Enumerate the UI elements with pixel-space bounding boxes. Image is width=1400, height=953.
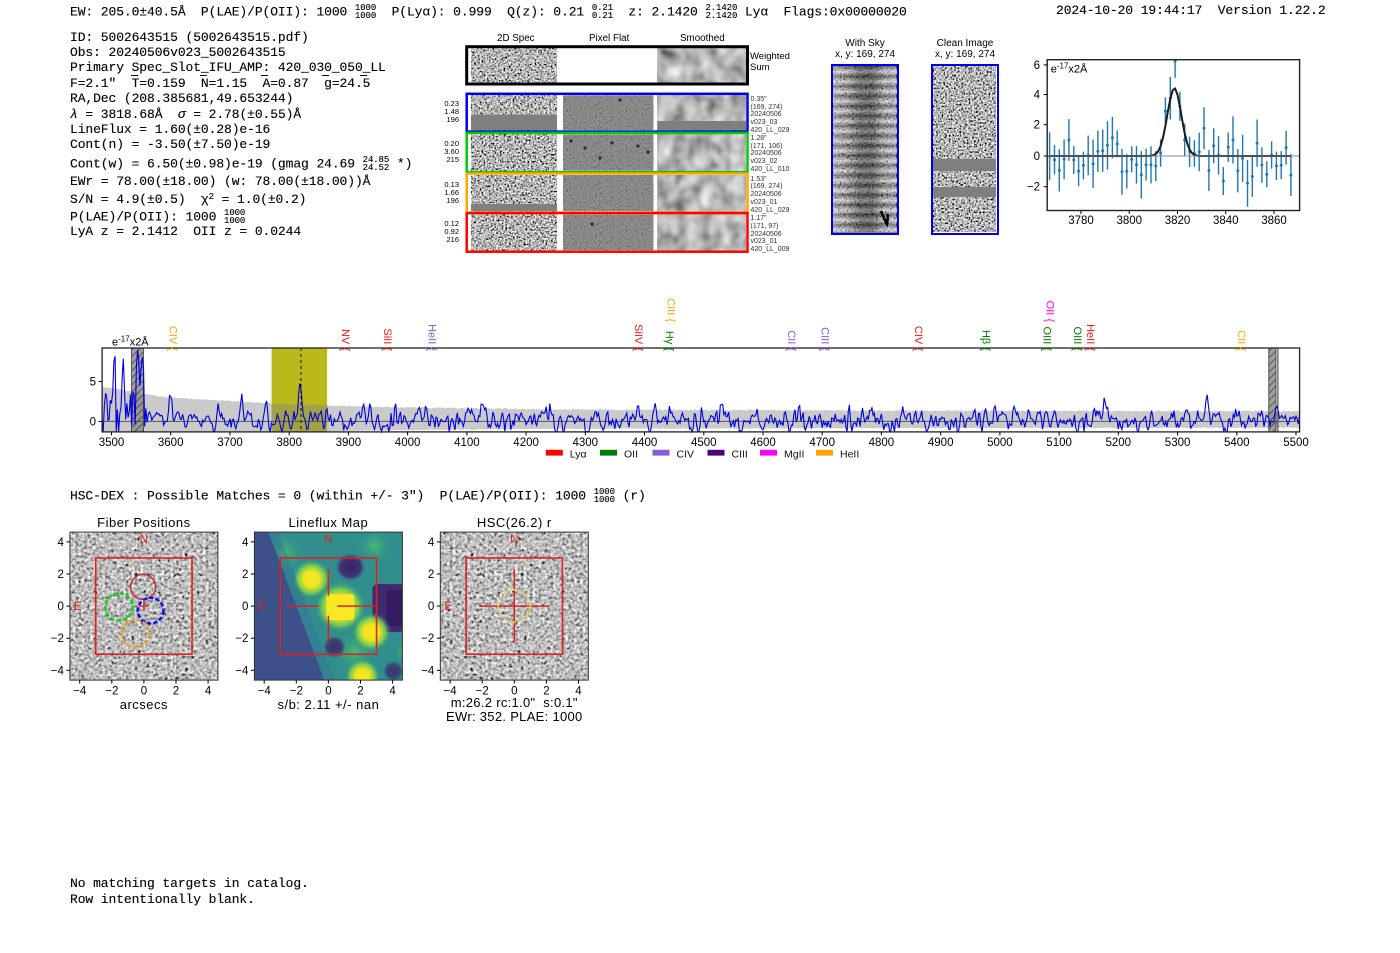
svg-text:0: 0 bbox=[57, 601, 63, 613]
svg-text:HeII {: HeII { bbox=[1084, 324, 1096, 351]
svg-text:4400: 4400 bbox=[632, 437, 658, 449]
svg-text:−4: −4 bbox=[444, 686, 458, 698]
svg-text:OIII {: OIII { bbox=[1071, 327, 1083, 352]
svg-text:HeII {: HeII { bbox=[426, 324, 438, 351]
svg-text:5500: 5500 bbox=[1283, 437, 1309, 449]
svg-text:5400: 5400 bbox=[1224, 437, 1250, 449]
svg-text:−4: −4 bbox=[235, 665, 249, 677]
svg-text:0: 0 bbox=[90, 416, 96, 428]
svg-text:HeII: HeII bbox=[840, 449, 859, 461]
svg-text:3840: 3840 bbox=[1213, 215, 1239, 227]
svg-text:0: 0 bbox=[511, 686, 517, 698]
svg-text:−2: −2 bbox=[1027, 182, 1040, 194]
svg-text:3820: 3820 bbox=[1165, 215, 1191, 227]
svg-text:MgII: MgII bbox=[784, 449, 804, 461]
svg-text:4000: 4000 bbox=[395, 437, 421, 449]
svg-text:3800: 3800 bbox=[276, 437, 302, 449]
svg-text:4200: 4200 bbox=[513, 437, 539, 449]
svg-text:Hβ {: Hβ { bbox=[980, 330, 992, 351]
svg-text:OII: OII bbox=[624, 449, 638, 461]
svg-text:−4: −4 bbox=[51, 665, 65, 677]
svg-text:−4: −4 bbox=[73, 686, 87, 698]
svg-text:4: 4 bbox=[242, 537, 249, 549]
svg-text:−4: −4 bbox=[421, 665, 435, 677]
svg-text:0: 0 bbox=[242, 601, 248, 613]
svg-text:0: 0 bbox=[141, 686, 147, 698]
svg-text:CIII {: CIII { bbox=[665, 298, 677, 322]
svg-text:3800: 3800 bbox=[1116, 215, 1142, 227]
svg-text:4: 4 bbox=[1034, 90, 1041, 102]
svg-text:4: 4 bbox=[575, 686, 582, 698]
svg-text:3500: 3500 bbox=[99, 437, 125, 449]
svg-text:0: 0 bbox=[1034, 151, 1040, 163]
svg-text:−2: −2 bbox=[235, 633, 248, 645]
svg-text:5000: 5000 bbox=[987, 437, 1013, 449]
svg-text:5200: 5200 bbox=[1106, 437, 1132, 449]
svg-text:3860: 3860 bbox=[1261, 215, 1287, 227]
svg-text:4600: 4600 bbox=[750, 437, 776, 449]
svg-text:2: 2 bbox=[357, 686, 363, 698]
svg-text:CIII: CIII bbox=[732, 449, 748, 461]
svg-text:5300: 5300 bbox=[1165, 437, 1191, 449]
svg-text:CIII {: CIII { bbox=[819, 327, 831, 351]
svg-text:4800: 4800 bbox=[869, 437, 895, 449]
svg-text:4100: 4100 bbox=[454, 437, 480, 449]
svg-text:4: 4 bbox=[389, 686, 396, 698]
svg-text:4900: 4900 bbox=[928, 437, 954, 449]
svg-text:3700: 3700 bbox=[217, 437, 243, 449]
svg-text:5100: 5100 bbox=[1046, 437, 1072, 449]
svg-text:3900: 3900 bbox=[336, 437, 362, 449]
svg-text:CIV {: CIV { bbox=[166, 326, 178, 351]
svg-text:4700: 4700 bbox=[809, 437, 835, 449]
svg-text:E: E bbox=[444, 601, 452, 613]
svg-text:2: 2 bbox=[428, 569, 434, 581]
svg-text:−2: −2 bbox=[290, 686, 303, 698]
svg-text:CII {: CII { bbox=[785, 330, 797, 351]
svg-text:−4: −4 bbox=[258, 686, 272, 698]
svg-text:2: 2 bbox=[57, 569, 63, 581]
svg-text:3780: 3780 bbox=[1068, 215, 1094, 227]
svg-text:CIV {: CIV { bbox=[912, 326, 924, 351]
svg-text:E: E bbox=[258, 601, 266, 613]
svg-text:2: 2 bbox=[1034, 120, 1040, 132]
svg-text:−2: −2 bbox=[476, 686, 489, 698]
svg-text:4300: 4300 bbox=[573, 437, 599, 449]
svg-text:6: 6 bbox=[1034, 60, 1040, 72]
svg-text:2: 2 bbox=[543, 686, 549, 698]
svg-text:−2: −2 bbox=[421, 633, 434, 645]
svg-text:CII {: CII { bbox=[1235, 330, 1247, 351]
svg-text:2: 2 bbox=[242, 569, 248, 581]
svg-text:4: 4 bbox=[205, 686, 212, 698]
svg-text:N: N bbox=[510, 534, 518, 546]
svg-text:Lyα: Lyα bbox=[570, 449, 587, 461]
svg-text:SiII {: SiII { bbox=[381, 328, 393, 351]
svg-text:0: 0 bbox=[325, 686, 331, 698]
svg-text:5: 5 bbox=[90, 377, 96, 389]
svg-text:SiIV {: SiIV { bbox=[632, 324, 644, 351]
svg-text:E: E bbox=[74, 601, 82, 613]
svg-text:2: 2 bbox=[173, 686, 179, 698]
svg-text:4: 4 bbox=[57, 537, 64, 549]
svg-text:3600: 3600 bbox=[158, 437, 184, 449]
svg-text:0: 0 bbox=[428, 601, 434, 613]
svg-text:N: N bbox=[140, 534, 148, 546]
svg-text:NV {: NV { bbox=[339, 329, 351, 351]
svg-text:4: 4 bbox=[428, 537, 435, 549]
svg-text:Hγ {: Hγ { bbox=[663, 331, 675, 352]
svg-text:4500: 4500 bbox=[691, 437, 717, 449]
svg-text:−2: −2 bbox=[105, 686, 118, 698]
svg-text:OII {: OII { bbox=[1044, 301, 1056, 323]
svg-text:−2: −2 bbox=[51, 633, 64, 645]
svg-text:N: N bbox=[324, 534, 332, 546]
svg-text:OIII {: OIII { bbox=[1041, 327, 1053, 352]
svg-text:CIV: CIV bbox=[677, 449, 695, 461]
